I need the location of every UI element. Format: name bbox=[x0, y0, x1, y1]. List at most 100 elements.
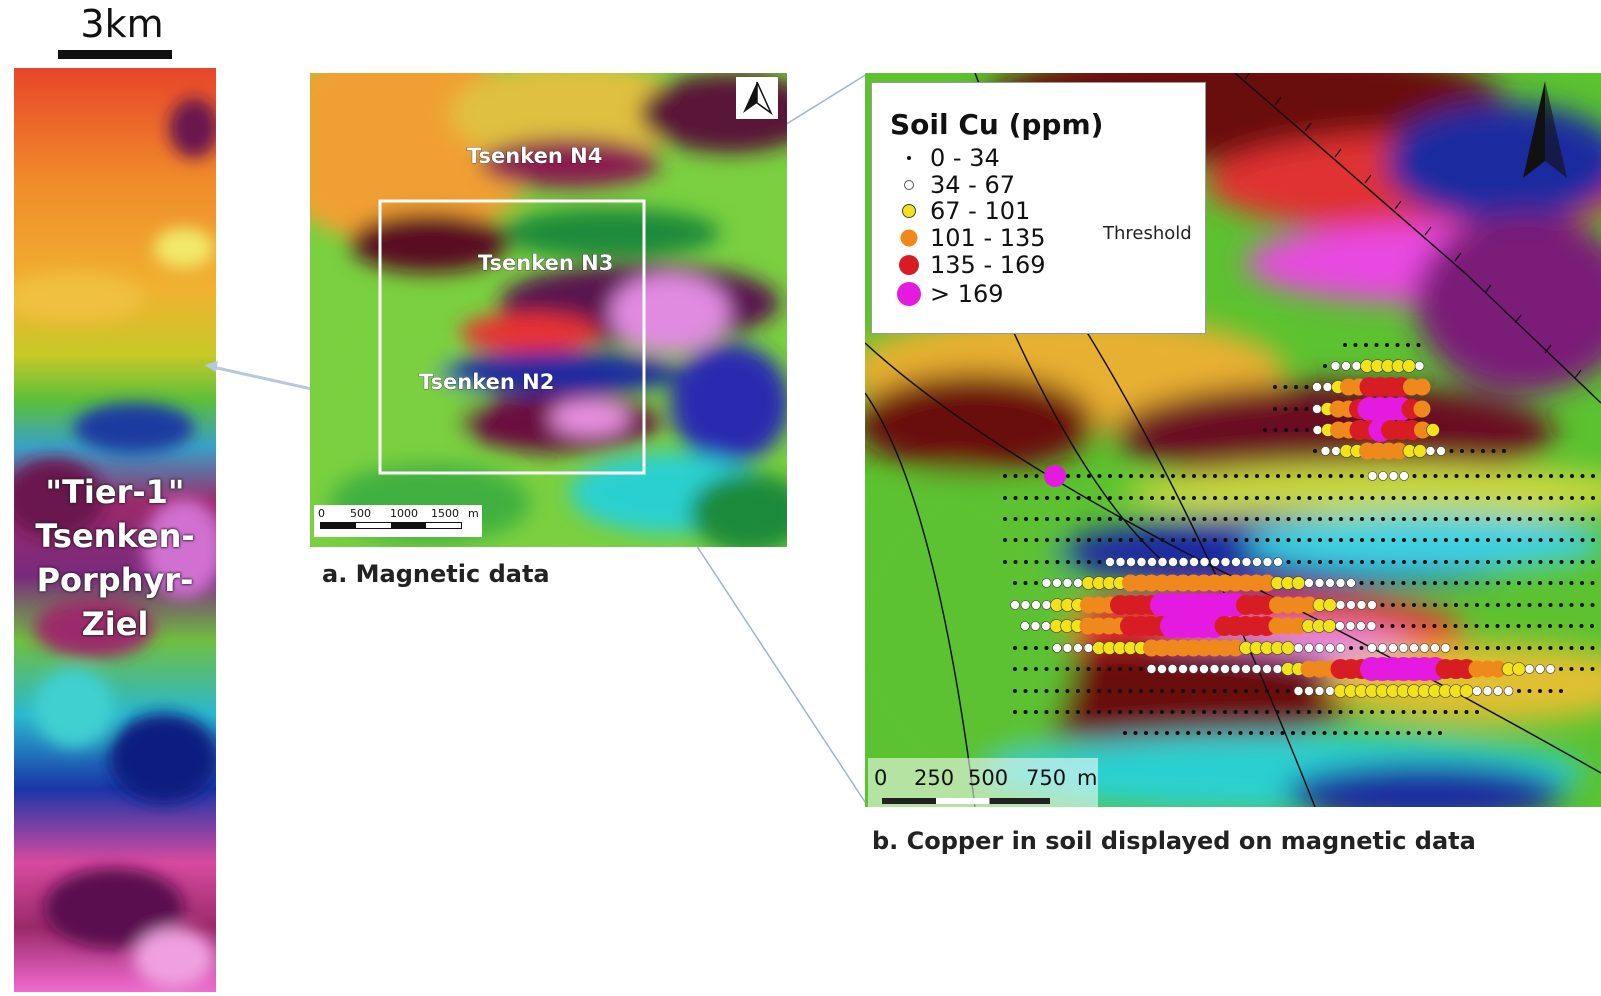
sample-point bbox=[1034, 496, 1039, 500]
sample-point bbox=[1223, 538, 1228, 542]
sample-point bbox=[1262, 557, 1273, 567]
sample-point bbox=[1003, 496, 1007, 500]
sample-point bbox=[1423, 560, 1427, 564]
sample-point bbox=[1538, 496, 1543, 500]
sample-point bbox=[1328, 710, 1332, 714]
sample-point bbox=[1318, 517, 1322, 521]
sample-point bbox=[1380, 710, 1385, 714]
sample-point bbox=[1381, 517, 1385, 521]
sample-point bbox=[1320, 446, 1331, 456]
sample-point bbox=[1517, 581, 1521, 585]
sample-point bbox=[1444, 538, 1448, 542]
sample-point bbox=[1228, 731, 1232, 735]
sample-point bbox=[1041, 600, 1052, 610]
sample-point bbox=[1401, 710, 1406, 714]
sample-point bbox=[1252, 557, 1262, 567]
legend-label: 0 - 34 bbox=[930, 144, 1000, 172]
sample-point bbox=[1343, 731, 1348, 735]
sample-point bbox=[1233, 689, 1238, 693]
sample-point bbox=[1370, 538, 1375, 542]
sample-point bbox=[1065, 710, 1070, 714]
sample-point bbox=[1170, 710, 1175, 714]
sample-point bbox=[1558, 624, 1563, 628]
sample-point bbox=[1150, 538, 1154, 542]
sample-point bbox=[1087, 474, 1091, 478]
sample-point bbox=[1401, 624, 1405, 628]
sample-point bbox=[1322, 731, 1327, 735]
magnetic-map-b bbox=[865, 73, 1601, 807]
sample-point bbox=[1527, 624, 1531, 628]
sample-point bbox=[1154, 731, 1159, 735]
sample-point bbox=[1433, 560, 1438, 564]
sample-point bbox=[1390, 442, 1408, 460]
sample-point bbox=[1481, 449, 1485, 453]
sample-point bbox=[1304, 686, 1314, 696]
scale-label: 3km bbox=[80, 2, 164, 46]
sample-point bbox=[1241, 557, 1252, 567]
sample-point bbox=[1417, 731, 1421, 735]
sample-point bbox=[1076, 560, 1081, 564]
sample-point bbox=[1495, 624, 1500, 628]
sample-point bbox=[1464, 646, 1469, 650]
sample-point bbox=[1474, 624, 1479, 628]
scalebar-tick: 750 bbox=[1026, 766, 1067, 790]
sample-point bbox=[1590, 624, 1594, 628]
sample-point bbox=[1570, 538, 1574, 542]
sample-point bbox=[1313, 449, 1317, 453]
sample-point bbox=[1003, 560, 1007, 564]
sample-point bbox=[1034, 646, 1038, 650]
sample-point bbox=[1307, 560, 1312, 564]
sample-point bbox=[1381, 560, 1385, 564]
sample-point bbox=[1460, 449, 1464, 453]
sample-point bbox=[1192, 496, 1196, 500]
sample-point bbox=[1491, 449, 1496, 453]
sample-point bbox=[1281, 641, 1295, 655]
sample-point bbox=[1013, 710, 1017, 714]
sample-point bbox=[1454, 581, 1458, 585]
sample-point bbox=[1044, 710, 1049, 714]
sample-point bbox=[1024, 474, 1028, 478]
sample-point bbox=[1175, 731, 1180, 735]
sample-point bbox=[1034, 581, 1038, 585]
sample-point bbox=[1023, 581, 1028, 585]
sample-point bbox=[1010, 600, 1020, 610]
sample-point bbox=[1360, 496, 1364, 500]
sample-point bbox=[1328, 538, 1333, 542]
sample-point bbox=[1341, 361, 1351, 371]
sample-point bbox=[1412, 538, 1417, 542]
sample-point bbox=[1559, 517, 1564, 521]
sample-point bbox=[1412, 474, 1417, 478]
sample-point bbox=[1034, 689, 1038, 693]
sample-point bbox=[1453, 624, 1458, 628]
sample-point bbox=[1423, 474, 1427, 478]
sample-point bbox=[1472, 686, 1482, 696]
sample-point bbox=[1322, 619, 1337, 633]
sample-point bbox=[1349, 517, 1354, 521]
sample-point bbox=[1559, 474, 1564, 478]
sample-point bbox=[1160, 710, 1164, 714]
sample-point bbox=[1485, 624, 1489, 628]
scalebar-b: 0 250 500 750 m bbox=[868, 758, 1098, 808]
target-label-line: Porphyr- bbox=[36, 561, 194, 599]
sample-point bbox=[1212, 689, 1217, 693]
sample-point bbox=[1076, 710, 1080, 714]
sample-point bbox=[1339, 517, 1343, 521]
sample-point bbox=[1569, 581, 1574, 585]
sample-point bbox=[1323, 598, 1337, 612]
sample-point bbox=[1244, 474, 1249, 478]
sample-point bbox=[1486, 496, 1490, 500]
legend-label: 34 - 67 bbox=[930, 171, 1015, 199]
sample-point bbox=[1223, 710, 1227, 714]
sample-point bbox=[1364, 343, 1368, 347]
target-label: "Tier-1" Tsenken- Porphyr- Ziel bbox=[14, 470, 216, 646]
sample-point bbox=[1220, 557, 1231, 567]
sample-point bbox=[1512, 662, 1526, 676]
sample-point bbox=[1339, 496, 1343, 500]
sample-point bbox=[1423, 538, 1427, 542]
sample-point bbox=[1360, 517, 1364, 521]
sample-point bbox=[1538, 603, 1542, 607]
scalebar-tick: 0 bbox=[318, 507, 325, 520]
sample-point bbox=[1559, 667, 1563, 671]
sample-point bbox=[1538, 538, 1543, 542]
sample-point bbox=[1346, 600, 1356, 610]
